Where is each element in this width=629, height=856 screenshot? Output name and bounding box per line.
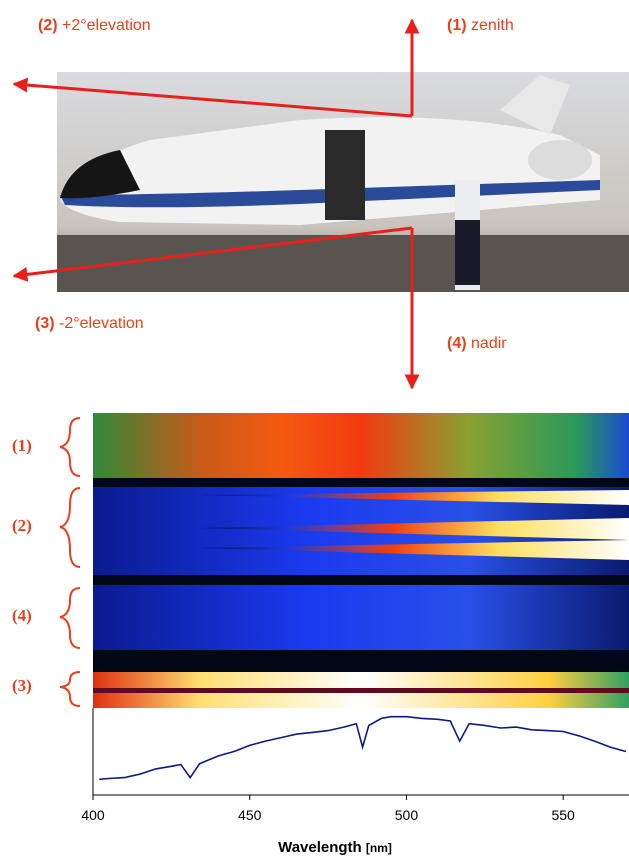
image-label: (4) xyxy=(12,606,32,625)
x-tick-label: 550 xyxy=(551,807,575,823)
label-plus2: (2) +2°elevation xyxy=(38,17,151,34)
x-tick-label: 500 xyxy=(395,807,419,823)
spectral-image xyxy=(93,413,629,708)
label-nadir: (4) nadir xyxy=(447,335,507,352)
image-label: (2) xyxy=(12,516,32,535)
image-label: (1) xyxy=(12,436,32,455)
x-axis-label: Wavelength [nm] xyxy=(278,839,392,856)
x-tick-label: 450 xyxy=(238,807,262,823)
braces xyxy=(59,417,81,707)
image-label: (3) xyxy=(12,676,32,695)
x-tick-label: 400 xyxy=(81,807,105,823)
label-minus2: (3) -2°elevation xyxy=(35,315,144,332)
arrows xyxy=(12,18,420,390)
label-zenith: (1) zenith xyxy=(447,17,514,34)
photo xyxy=(57,72,629,292)
spectrum-line xyxy=(99,715,627,781)
